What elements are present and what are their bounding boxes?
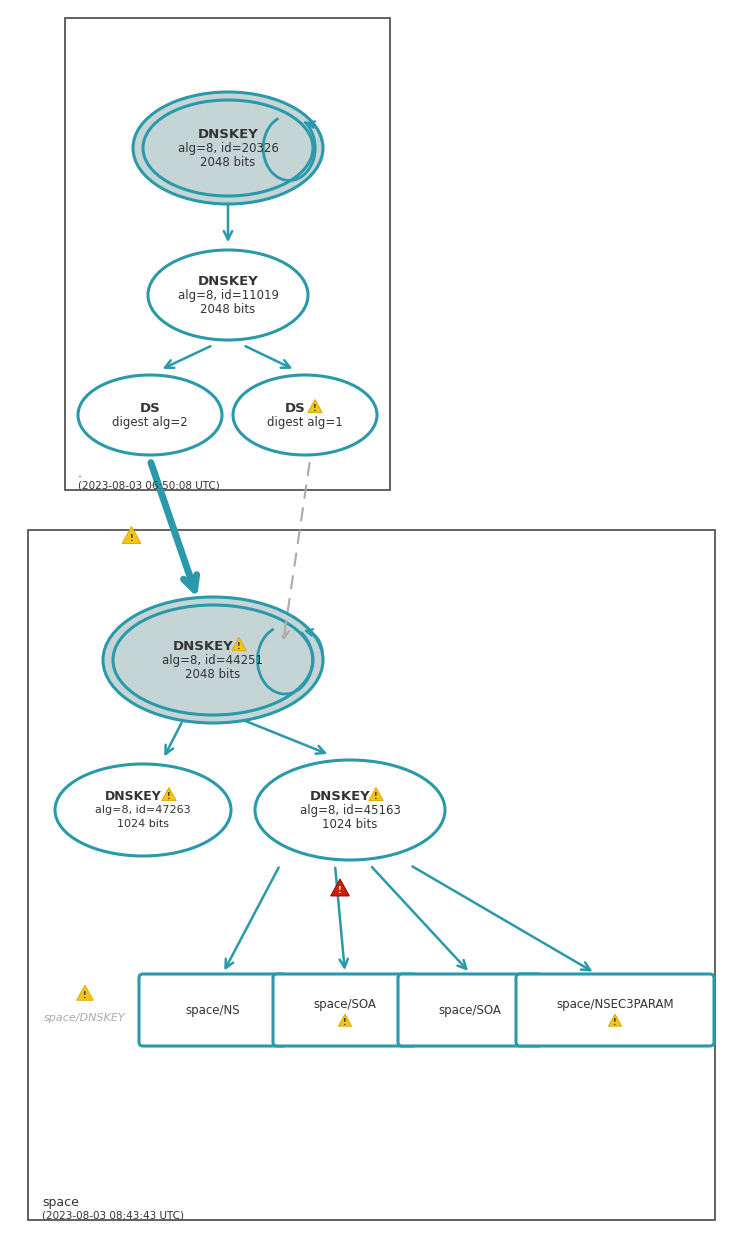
- Text: !: !: [83, 991, 87, 1000]
- Text: 2048 bits: 2048 bits: [185, 667, 241, 681]
- Text: !: !: [130, 534, 133, 543]
- Polygon shape: [338, 1015, 351, 1026]
- Polygon shape: [77, 986, 94, 1000]
- Text: (2023-08-03 08:43:43 UTC): (2023-08-03 08:43:43 UTC): [42, 1210, 184, 1220]
- Text: (2023-08-03 06:50:08 UTC): (2023-08-03 06:50:08 UTC): [78, 480, 220, 490]
- Text: space/SOA: space/SOA: [438, 1003, 502, 1016]
- Text: digest alg=1: digest alg=1: [267, 415, 343, 428]
- Polygon shape: [232, 637, 246, 651]
- Polygon shape: [308, 399, 322, 413]
- Text: .: .: [78, 467, 82, 480]
- Text: DNSKEY: DNSKEY: [198, 274, 259, 287]
- FancyBboxPatch shape: [139, 974, 287, 1046]
- Text: !: !: [613, 1019, 617, 1027]
- Ellipse shape: [233, 375, 377, 454]
- Text: !: !: [237, 642, 241, 651]
- FancyBboxPatch shape: [516, 974, 714, 1046]
- Ellipse shape: [143, 99, 313, 196]
- Polygon shape: [331, 879, 349, 896]
- Text: DNSKEY: DNSKEY: [310, 789, 370, 802]
- Text: DS: DS: [285, 402, 305, 414]
- Text: space/NS: space/NS: [186, 1003, 240, 1016]
- Text: space/DNSKEY: space/DNSKEY: [44, 1013, 126, 1024]
- Text: space/SOA: space/SOA: [314, 997, 377, 1011]
- Polygon shape: [122, 526, 141, 544]
- Text: !: !: [374, 792, 377, 801]
- Ellipse shape: [133, 92, 323, 204]
- Polygon shape: [369, 788, 383, 801]
- Text: 2048 bits: 2048 bits: [201, 156, 256, 169]
- Text: !: !: [343, 1019, 347, 1027]
- Text: !: !: [167, 792, 171, 801]
- Ellipse shape: [255, 760, 445, 860]
- Text: alg=8, id=11019: alg=8, id=11019: [178, 288, 279, 301]
- Text: alg=8, id=44251: alg=8, id=44251: [163, 653, 264, 666]
- FancyBboxPatch shape: [28, 530, 715, 1220]
- Text: alg=8, id=47263: alg=8, id=47263: [95, 805, 191, 815]
- Text: 2048 bits: 2048 bits: [201, 302, 256, 316]
- FancyBboxPatch shape: [65, 18, 390, 490]
- Ellipse shape: [103, 597, 323, 723]
- Text: space: space: [42, 1196, 79, 1209]
- Text: !: !: [314, 404, 317, 413]
- Text: space/NSEC3PARAM: space/NSEC3PARAM: [557, 997, 674, 1011]
- Polygon shape: [609, 1015, 622, 1026]
- FancyBboxPatch shape: [273, 974, 417, 1046]
- Text: alg=8, id=45163: alg=8, id=45163: [299, 803, 400, 817]
- Text: DNSKEY: DNSKEY: [105, 789, 161, 802]
- Text: alg=8, id=20326: alg=8, id=20326: [178, 141, 279, 155]
- Polygon shape: [162, 788, 176, 801]
- Text: 1024 bits: 1024 bits: [117, 820, 169, 828]
- Text: DNSKEY: DNSKEY: [172, 640, 233, 652]
- Text: DS: DS: [140, 402, 160, 414]
- Text: !: !: [338, 886, 342, 895]
- FancyBboxPatch shape: [398, 974, 542, 1046]
- Ellipse shape: [78, 375, 222, 454]
- Text: 1024 bits: 1024 bits: [322, 817, 377, 831]
- Ellipse shape: [55, 764, 231, 856]
- Text: digest alg=2: digest alg=2: [112, 415, 188, 428]
- Text: DNSKEY: DNSKEY: [198, 127, 259, 141]
- Ellipse shape: [113, 606, 313, 715]
- Ellipse shape: [148, 251, 308, 340]
